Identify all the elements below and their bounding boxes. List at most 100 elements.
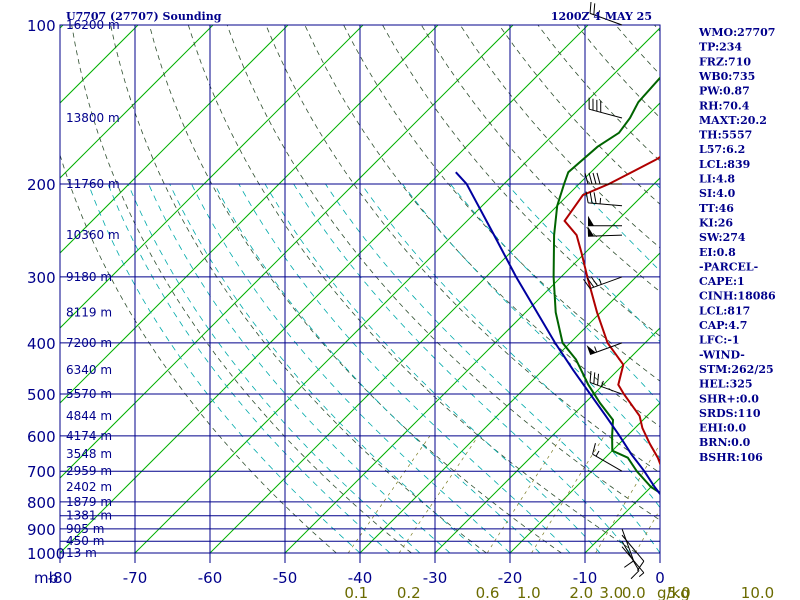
height-label: 1381 m: [66, 509, 112, 523]
mixing-ratio-label: 0.2: [397, 584, 421, 600]
mixing-ratio-label: 0.6: [476, 584, 500, 600]
isotherm-line: [60, 25, 289, 254]
pressure-tick-label: 600: [27, 428, 56, 446]
pressure-tick-label: 1000: [27, 545, 65, 563]
index-entry: LFC:-1: [699, 334, 740, 347]
index-entry: CINH:18086: [699, 290, 776, 303]
height-label: 905 m: [66, 522, 104, 536]
index-entry: KI:26: [699, 216, 733, 229]
index-entry: PW:0.87: [699, 85, 750, 98]
mixing-ratio-line: [486, 435, 563, 553]
temperature-tick-label: -70: [123, 569, 148, 587]
index-entry: HEL:325: [699, 378, 753, 391]
temperature-tick-label: -20: [498, 569, 523, 587]
moist-adiabat-line: [449, 183, 660, 404]
moist-adiabat-line: [402, 183, 660, 459]
height-label: 6340 m: [66, 363, 112, 377]
height-label: 9180 m: [66, 270, 112, 284]
isotherm-line: [60, 25, 514, 479]
index-entry: EI:0.8: [699, 246, 736, 259]
profile-lines: [455, 76, 660, 496]
index-entry: RH:70.4: [699, 99, 750, 112]
wind-barb: [592, 443, 623, 472]
isotherm-line: [134, 27, 660, 553]
dry-adiabat-line: [226, 25, 660, 521]
dry-adiabat-line: [382, 25, 660, 337]
height-labels: 16200 m 13800 m 11760 m 10360 m 9180 m 8119 m…: [66, 18, 120, 560]
dry-adiabat-line: [149, 25, 562, 553]
moist-adiabat-line: [264, 183, 601, 553]
index-entry: BRN:0.0: [699, 436, 751, 449]
index-entry: LCL:817: [699, 304, 750, 317]
index-entry: WB0:735: [698, 70, 755, 83]
mixing-ratio-label: 0.0: [622, 584, 646, 600]
pressure-tick-label: 700: [27, 463, 56, 481]
moist-adiabat-line: [506, 183, 660, 343]
isotherm-line: [60, 25, 364, 329]
temperature-tick-label: -60: [198, 569, 223, 587]
index-entry: MAXT:20.2: [699, 114, 767, 127]
pressure-unit-label: mb: [34, 569, 58, 587]
moist-adiabat-line: [238, 183, 571, 553]
wind-barb: [583, 276, 623, 290]
index-entry: TH:5557: [699, 129, 752, 142]
dry-adiabat-lines: [60, 25, 660, 553]
grid-lines: [59, 24, 661, 563]
wind-barb: [586, 342, 623, 355]
temperature-tick-label: -30: [423, 569, 448, 587]
wind-barbs: [583, 1, 645, 580]
mixing-ratio-line: [398, 435, 479, 553]
mixing-ratio-line: [635, 508, 660, 553]
pressure-tick-label: 300: [27, 269, 56, 287]
height-label: 7200 m: [66, 336, 112, 350]
station-title: U7707 (27707) Sounding: [66, 10, 222, 23]
mixing-unit-label: g/kg: [657, 584, 690, 600]
dewpoint-line: [552, 76, 660, 495]
dry-adiabat-line: [187, 25, 637, 553]
wind-barb: [585, 191, 623, 207]
index-entry: LI:4.8: [699, 173, 735, 186]
pressure-tick-label: 200: [27, 176, 56, 194]
index-entry: -WIND-: [699, 348, 745, 361]
index-entry: TP:234: [699, 41, 742, 54]
wind-barb: [621, 528, 635, 568]
wind-barb: [584, 172, 622, 185]
pressure-tick-label: 800: [27, 494, 56, 512]
mixing-ratio-line: [347, 435, 431, 553]
moist-adiabat-line: [191, 183, 511, 553]
pressure-tick-label: 900: [27, 521, 56, 539]
wind-barb: [621, 546, 645, 578]
moist-adiabat-line: [325, 183, 660, 553]
index-entry: LCL:839: [699, 158, 750, 171]
temperature-tick-label: -50: [273, 569, 298, 587]
height-label: 5570 m: [66, 387, 112, 401]
temperature-tick-label: -40: [348, 569, 373, 587]
dry-adiabat-line: [265, 25, 660, 474]
wind-barb: [621, 540, 640, 580]
height-label: 13 m: [66, 546, 97, 560]
index-entry: TT:46: [699, 202, 734, 215]
index-entry: WMO:27707: [698, 26, 775, 39]
mixing-ratio-label: 2.0: [569, 584, 593, 600]
isotherm-line: [60, 25, 589, 553]
plot-frame: [59, 24, 661, 554]
moist-adiabat-line: [169, 183, 481, 553]
isotherm-line: [209, 102, 660, 553]
height-label: 8119 m: [66, 305, 112, 319]
index-entry: STM:262/25: [699, 363, 774, 376]
isotherm-line: [60, 25, 439, 404]
wind-barb: [589, 1, 623, 26]
isotherm-line: [509, 402, 660, 553]
moist-adiabat-line: [214, 183, 541, 553]
isotherm-line: [60, 25, 214, 179]
sounding-time: 1200Z 4 MAY 25: [551, 10, 652, 23]
index-entry: SI:4.0: [699, 187, 736, 200]
moist-adiabat-line: [293, 183, 631, 553]
height-label: 2402 m: [66, 480, 112, 494]
isotherm-line: [434, 327, 660, 553]
index-entry: BSHR:106: [699, 451, 763, 464]
wind-barb: [588, 97, 623, 119]
moist-adiabat-line: [127, 183, 421, 553]
